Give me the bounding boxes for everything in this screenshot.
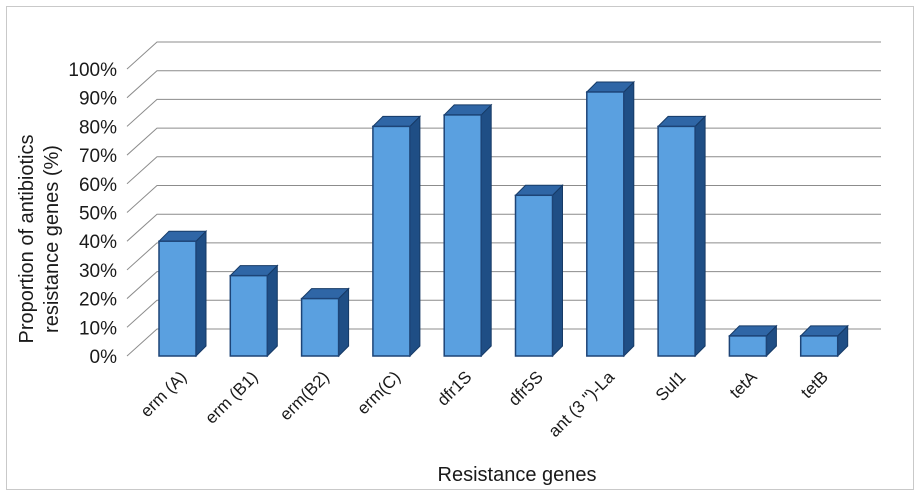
bar-side [480,103,492,358]
bar-side [266,264,278,358]
x-tick-label: erm(B2) [276,367,333,424]
gridline [126,299,881,328]
bar-front [657,125,696,357]
bar-front [158,240,197,357]
gridline [126,41,881,70]
bar-side [694,115,706,358]
bar-side [338,287,350,358]
y-tick-label: 60% [79,175,117,196]
bar-side [409,115,421,358]
gridline [126,156,881,185]
y-tick-label: 20% [79,290,117,311]
x-tick-label: erm(C) [353,367,404,418]
y-tick-labels: 0% 10% 20% 30% 40% 50% 60% 70% 80% 90% 100% [68,60,117,368]
bar-side [552,184,563,358]
bar-side [623,80,635,358]
gridline [126,271,881,299]
x-tick-labels: erm (A) erm (B1) erm(B2) erm(C) dfr1S dfr5San… [137,367,832,441]
bar-front [728,335,768,357]
x-tick-label: erm (B1) [201,367,261,427]
y-tick-label: 10% [79,318,117,339]
x-axis-title: Resistance genes [438,464,597,486]
bar [371,115,422,358]
chart-frame: 0% 10% 20% 30% 40% 50% 60% 70% 80% 90% 100% erm (A… [6,6,914,490]
bar [229,264,279,358]
bar-front [372,125,411,357]
gridline [126,127,881,156]
bar [157,229,208,358]
y-axis-title-line-1: Proportion of antibiotics [16,134,38,343]
x-tick-label: ant (3 '')-La [545,367,619,441]
bar-front [586,91,625,357]
bar [514,184,564,358]
x-tick-label: tetB [797,367,832,402]
bar [585,80,636,358]
bar-front [443,114,482,357]
y-axis-title-line-2: resistance genes (%) [41,145,63,333]
gridlines [126,41,881,357]
y-tick-label: 80% [79,117,117,138]
gridline [126,185,881,213]
bar-chart: 0% 10% 20% 30% 40% 50% 60% 70% 80% 90% 100% erm (A… [16,41,881,486]
gridline [126,70,881,99]
bar-front [514,194,554,357]
bar [799,324,849,358]
bar [728,324,778,358]
y-tick-label: 40% [79,232,117,253]
gridline [126,213,881,242]
y-tick-label: 30% [79,261,117,282]
x-tick-label: dfr1S [433,367,475,409]
bar-side [195,229,207,358]
y-tick-label: 90% [79,89,117,110]
x-tick-label: Sul1 [652,367,689,404]
y-tick-label: 100% [68,60,117,81]
bar [442,103,493,358]
y-tick-label: 70% [79,146,117,167]
gridline [126,98,881,127]
bar-front [300,297,340,357]
bars [157,80,849,358]
x-tick-label: erm (A) [137,367,191,421]
x-tick-label: dfr5S [505,367,547,409]
y-tick-label: 50% [79,204,117,225]
bar [656,115,707,358]
gridline [126,242,881,271]
bar-front [799,335,839,357]
bar [300,287,350,358]
x-tick-label: tetA [726,367,761,402]
bar-front [229,274,269,357]
gridline [126,328,881,357]
y-tick-label: 0% [90,347,118,368]
